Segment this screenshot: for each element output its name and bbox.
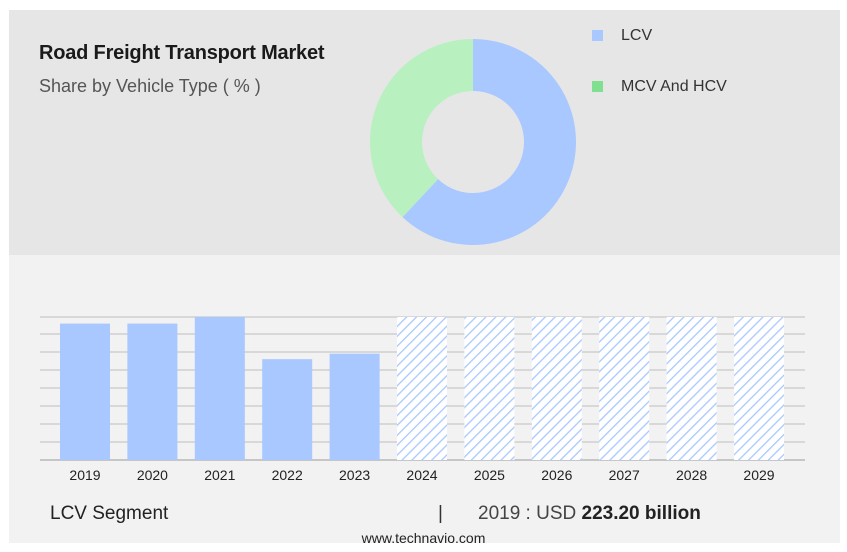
donut-slice-lcv xyxy=(402,39,576,246)
bar-2019 xyxy=(60,323,110,460)
legend-swatch-lcv xyxy=(592,30,603,41)
chart-subtitle: Share by Vehicle Type ( % ) xyxy=(39,76,261,96)
x-tick-2021: 2021 xyxy=(204,467,235,483)
x-tick-2023: 2023 xyxy=(339,467,370,483)
x-tick-2019: 2019 xyxy=(69,467,100,483)
bar-2022 xyxy=(262,359,313,460)
segment-label: LCV Segment xyxy=(50,503,169,524)
legend-swatch-mcv-hcv xyxy=(592,81,603,92)
bar-2028 xyxy=(666,317,717,460)
x-tick-2020: 2020 xyxy=(137,467,168,483)
summary-year-prefix: 2019 : USD xyxy=(478,503,577,524)
bar-2025 xyxy=(464,317,515,460)
bar-2029 xyxy=(734,317,784,460)
summary-divider: | xyxy=(438,503,443,524)
x-tick-2024: 2024 xyxy=(406,467,437,483)
x-tick-2026: 2026 xyxy=(541,467,572,483)
summary-amount: 223.20 billion xyxy=(581,503,701,524)
x-tick-2029: 2029 xyxy=(743,467,774,483)
x-tick-2028: 2028 xyxy=(676,467,707,483)
bar-2026 xyxy=(531,317,582,460)
bar-2020 xyxy=(127,323,178,460)
bar-2024 xyxy=(397,317,447,460)
x-tick-2022: 2022 xyxy=(272,467,303,483)
footer-site: www.technavio.com xyxy=(361,530,486,546)
bar-2027 xyxy=(599,317,650,460)
x-tick-2027: 2027 xyxy=(609,467,640,483)
x-tick-2025: 2025 xyxy=(474,467,505,483)
chart-title: Road Freight Transport Market xyxy=(39,42,325,64)
donut-chart xyxy=(369,39,576,246)
donut-slice-mcv-and-hcv xyxy=(369,39,473,218)
legend-label-mcv-hcv: MCV And HCV xyxy=(621,78,727,95)
bar-2021 xyxy=(194,317,245,460)
bar-2023 xyxy=(329,353,380,460)
legend-label-lcv: LCV xyxy=(621,27,653,44)
summary-value: 2019 : USD 223.20 billion xyxy=(478,503,701,525)
